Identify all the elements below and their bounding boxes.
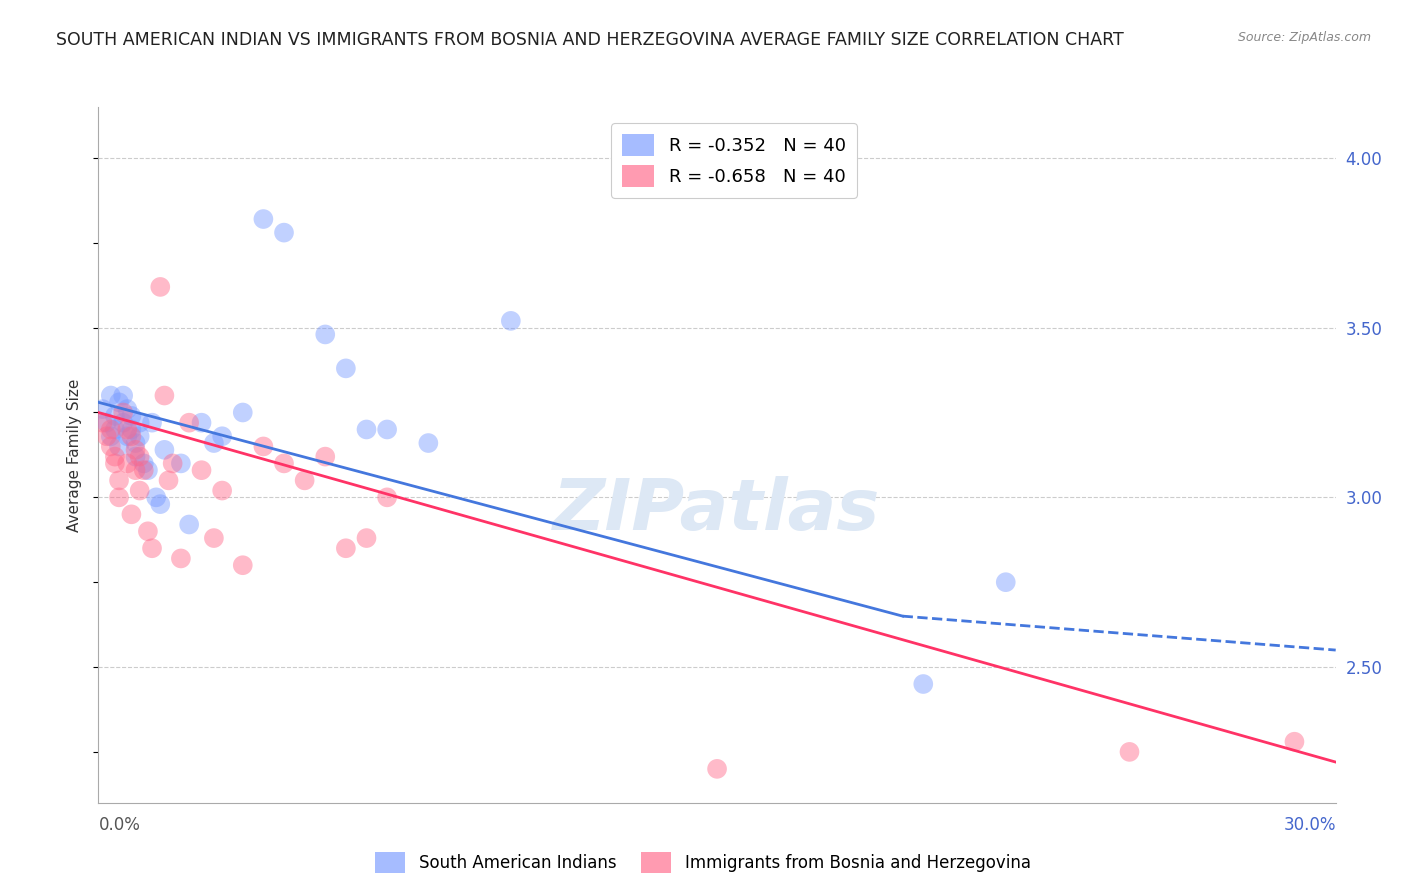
Point [232, 558, 254, 573]
Point [96, 416, 118, 430]
Point [136, 463, 159, 477]
Point [96, 429, 118, 443]
Point [120, 422, 142, 436]
Point [91, 402, 114, 417]
Point [162, 457, 184, 471]
Point [252, 212, 274, 227]
Point [170, 457, 193, 471]
Point [273, 226, 295, 240]
Point [335, 541, 357, 556]
Point [912, 677, 935, 691]
Point [190, 463, 212, 477]
Point [124, 442, 146, 457]
Point [375, 422, 398, 436]
Text: 0.0%: 0.0% [98, 816, 141, 834]
Point [128, 483, 150, 498]
Point [112, 416, 135, 430]
Point [994, 575, 1017, 590]
Point [149, 497, 172, 511]
Point [232, 405, 254, 419]
Point [1284, 735, 1306, 749]
Point [170, 551, 193, 566]
Point [91, 416, 114, 430]
Point [335, 361, 357, 376]
Point [499, 314, 522, 328]
Point [314, 450, 336, 464]
Point [108, 474, 131, 488]
Legend: R = -0.352   N = 40, R = -0.658   N = 40: R = -0.352 N = 40, R = -0.658 N = 40 [610, 123, 856, 198]
Point [252, 439, 274, 453]
Point [100, 422, 122, 436]
Point [190, 416, 212, 430]
Text: SOUTH AMERICAN INDIAN VS IMMIGRANTS FROM BOSNIA AND HERZEGOVINA AVERAGE FAMILY S: SOUTH AMERICAN INDIAN VS IMMIGRANTS FROM… [56, 31, 1123, 49]
Point [157, 474, 180, 488]
Point [356, 422, 378, 436]
Point [100, 388, 122, 402]
Point [112, 405, 135, 419]
Point [211, 429, 233, 443]
Point [418, 436, 440, 450]
Point [141, 541, 163, 556]
Point [375, 491, 398, 505]
Point [117, 402, 139, 417]
Text: ZIPatlas: ZIPatlas [554, 476, 880, 545]
Point [141, 416, 163, 430]
Point [179, 517, 201, 532]
Point [117, 422, 139, 436]
Point [108, 395, 131, 409]
Point [128, 450, 150, 464]
Point [1118, 745, 1140, 759]
Point [132, 463, 155, 477]
Point [149, 280, 172, 294]
Point [100, 439, 122, 453]
Point [128, 429, 150, 443]
Point [117, 457, 139, 471]
Point [202, 436, 225, 450]
Point [117, 429, 139, 443]
Point [179, 416, 201, 430]
Point [124, 463, 146, 477]
Point [108, 491, 131, 505]
Point [120, 409, 142, 423]
Point [145, 491, 167, 505]
Point [104, 457, 127, 471]
Point [104, 422, 127, 436]
Point [314, 327, 336, 342]
Point [124, 436, 146, 450]
Point [108, 439, 131, 453]
Text: 30.0%: 30.0% [1284, 816, 1336, 834]
Point [132, 457, 155, 471]
Point [202, 531, 225, 545]
Legend: South American Indians, Immigrants from Bosnia and Herzegovina: South American Indians, Immigrants from … [368, 846, 1038, 880]
Point [120, 429, 142, 443]
Text: Source: ZipAtlas.com: Source: ZipAtlas.com [1237, 31, 1371, 45]
Point [153, 388, 176, 402]
Point [128, 416, 150, 430]
Y-axis label: Average Family Size: Average Family Size [67, 378, 83, 532]
Point [211, 483, 233, 498]
Point [153, 442, 176, 457]
Point [112, 388, 135, 402]
Point [120, 508, 142, 522]
Point [124, 450, 146, 464]
Point [100, 429, 122, 443]
Point [136, 524, 159, 539]
Point [104, 450, 127, 464]
Point [294, 474, 316, 488]
Point [273, 457, 295, 471]
Point [104, 409, 127, 423]
Point [356, 531, 378, 545]
Point [706, 762, 728, 776]
